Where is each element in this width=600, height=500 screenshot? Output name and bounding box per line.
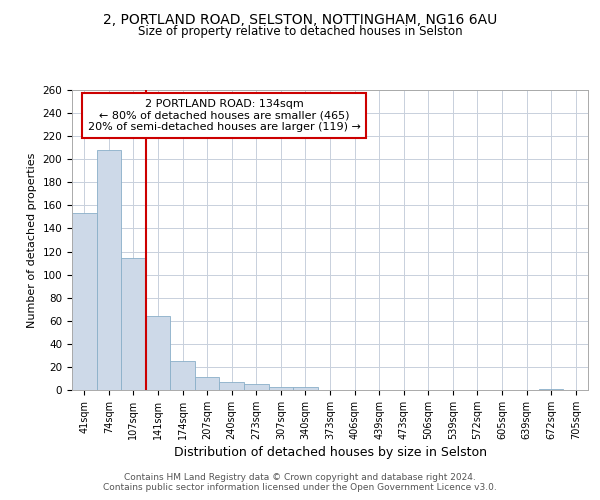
Text: 2 PORTLAND ROAD: 134sqm
← 80% of detached houses are smaller (465)
20% of semi-d: 2 PORTLAND ROAD: 134sqm ← 80% of detache… xyxy=(88,99,361,132)
X-axis label: Distribution of detached houses by size in Selston: Distribution of detached houses by size … xyxy=(173,446,487,459)
Bar xyxy=(97,150,121,390)
Bar xyxy=(539,389,563,390)
Text: Size of property relative to detached houses in Selston: Size of property relative to detached ho… xyxy=(137,25,463,38)
Bar xyxy=(72,214,97,390)
Y-axis label: Number of detached properties: Number of detached properties xyxy=(27,152,37,328)
Bar xyxy=(170,361,195,390)
Bar xyxy=(121,258,146,390)
Bar xyxy=(195,378,220,390)
Bar xyxy=(220,382,244,390)
Bar xyxy=(146,316,170,390)
Bar xyxy=(293,386,318,390)
Bar xyxy=(269,386,293,390)
Text: Contains HM Land Registry data © Crown copyright and database right 2024.
Contai: Contains HM Land Registry data © Crown c… xyxy=(103,473,497,492)
Bar xyxy=(244,384,269,390)
Text: 2, PORTLAND ROAD, SELSTON, NOTTINGHAM, NG16 6AU: 2, PORTLAND ROAD, SELSTON, NOTTINGHAM, N… xyxy=(103,12,497,26)
